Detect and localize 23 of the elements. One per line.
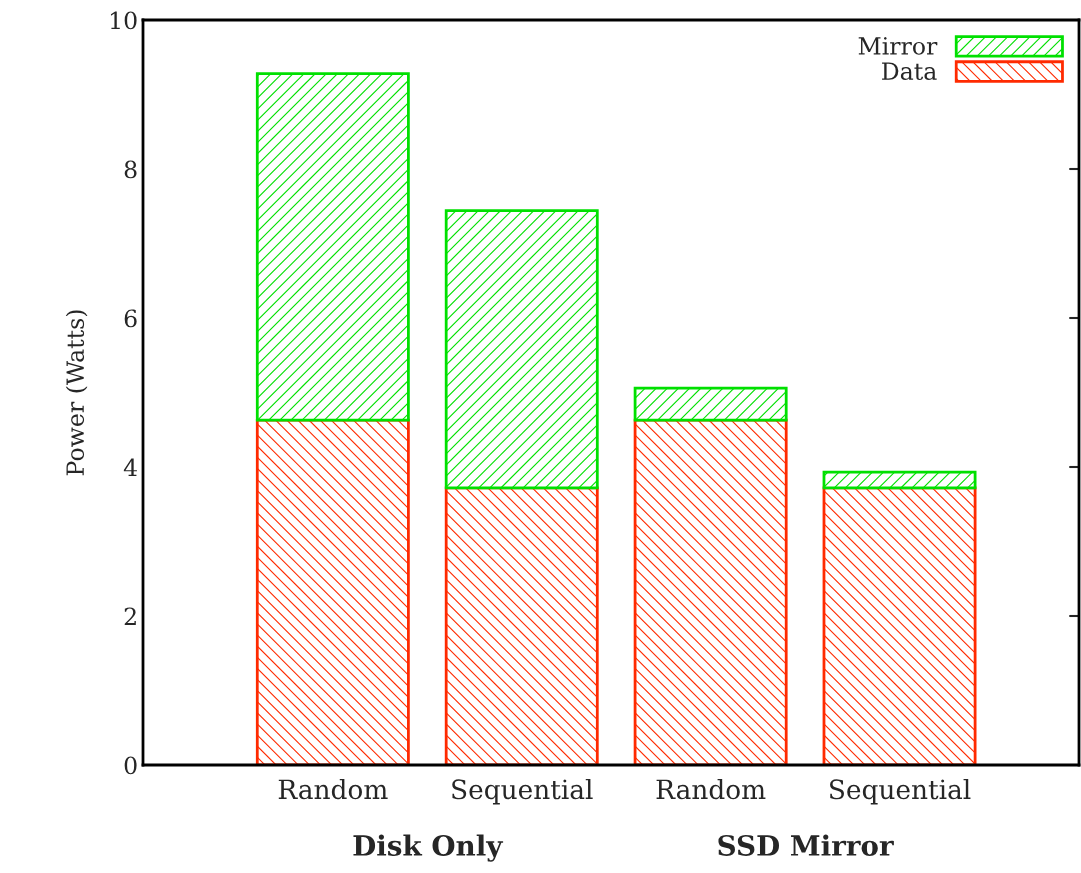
bar — [822, 486, 977, 765]
bar — [633, 386, 788, 422]
bar — [822, 470, 977, 490]
bar — [444, 209, 599, 490]
bar — [255, 72, 410, 422]
x-tick-label: Random — [656, 778, 766, 800]
y-tick-label: 10 — [110, 11, 137, 30]
bar — [633, 418, 788, 765]
x-tick-label: Sequential — [452, 778, 593, 805]
bar — [444, 486, 599, 765]
text: SSD Mirror — [718, 834, 894, 856]
y-tick-label: 4 — [123, 458, 137, 476]
legend-label: Data — [882, 62, 937, 81]
y-axis-title: Power (Watts) — [65, 310, 88, 476]
legend-label: Mirror — [858, 37, 938, 55]
y-tick-label: 8 — [124, 160, 137, 179]
text: Disk Only — [353, 834, 504, 862]
x-tick-label: Sequential — [830, 778, 971, 805]
x-tick-label: Random — [278, 778, 388, 800]
y-tick-label: 0 — [124, 756, 137, 775]
y-tick-label: 2 — [124, 607, 136, 625]
y-tick-label: 6 — [124, 309, 137, 328]
bar — [255, 418, 410, 765]
